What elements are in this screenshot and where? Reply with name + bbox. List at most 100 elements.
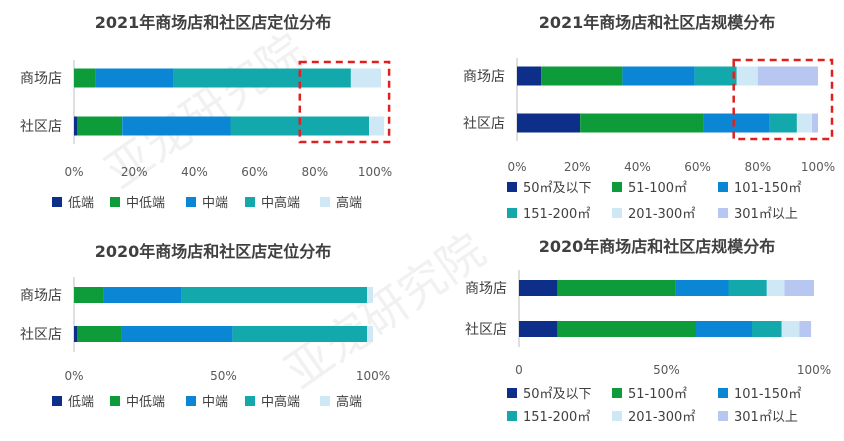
bar-segment [369, 116, 385, 136]
legend-swatch [507, 411, 517, 421]
bar-segment [728, 280, 767, 296]
bar-segment [95, 68, 174, 88]
x-tick-label: 0% [64, 369, 83, 383]
legend-label: 101-150㎡ [734, 181, 801, 196]
bar-segment [675, 280, 729, 296]
chart-title: 2021年商场店和社区店规模分布 [539, 13, 776, 32]
x-tick-label: 40% [181, 165, 208, 179]
bar-segment [703, 113, 770, 133]
category-label: 社区店 [465, 322, 507, 338]
x-tick-label: 60% [241, 165, 268, 179]
legend-label: 51-100㎡ [628, 387, 687, 402]
legend-label: 中端 [202, 395, 228, 410]
bar-segment [812, 113, 818, 133]
bar-segment [557, 280, 676, 296]
bar-segment [74, 116, 77, 136]
legend-swatch [507, 182, 517, 192]
legend-swatch [612, 411, 622, 421]
legend-swatch [186, 396, 196, 406]
legend-label: 51-100㎡ [628, 181, 687, 196]
legend-label: 50㎡及以下 [523, 181, 592, 196]
bar-segment [541, 66, 623, 86]
x-tick-label: 20% [564, 160, 591, 174]
bar-segment [74, 287, 104, 303]
bar-segment [230, 116, 369, 136]
bar-segment [517, 66, 542, 86]
x-tick-label: 0% [64, 165, 83, 179]
chart-title: 2020年商场店和社区店定位分布 [95, 242, 332, 261]
legend-label: 高端 [336, 394, 362, 410]
x-tick-label: 50% [653, 363, 680, 377]
x-tick-label: 20% [121, 165, 148, 179]
bar-segment [769, 113, 797, 133]
bar-segment [517, 113, 581, 133]
legend-swatch [612, 208, 622, 218]
bar-segment [74, 68, 96, 88]
chart-title: 2020年商场店和社区店规模分布 [539, 237, 776, 256]
bar-segment [580, 113, 704, 133]
category-label: 社区店 [20, 327, 62, 343]
bar-segment [367, 287, 373, 303]
legend-label: 301㎡以上 [734, 207, 798, 222]
legend-swatch [52, 396, 62, 406]
legend-label: 50㎡及以下 [523, 387, 592, 402]
category-label: 社区店 [20, 119, 62, 135]
bar-segment [784, 280, 814, 296]
legend-swatch [718, 208, 728, 218]
bar-segment [622, 66, 695, 86]
legend-label: 中高端 [261, 394, 300, 410]
bar-segment [799, 321, 812, 337]
legend-swatch [245, 396, 255, 406]
bar-segment [77, 326, 122, 342]
bar-segment [766, 280, 785, 296]
legend-label: 201-300㎡ [628, 410, 695, 425]
legend-swatch [612, 388, 622, 398]
legend-label: 中低端 [126, 395, 165, 410]
x-tick-label: 80% [744, 160, 771, 174]
legend-swatch [186, 197, 196, 207]
legend-label: 高端 [336, 195, 362, 211]
x-tick-label: 60% [684, 160, 711, 174]
category-label: 社区店 [463, 116, 505, 132]
legend-swatch [245, 197, 255, 207]
legend-label: 中端 [202, 196, 228, 211]
x-tick-label: 40% [624, 160, 651, 174]
legend-swatch [507, 388, 517, 398]
legend-label: 151-200㎡ [523, 410, 590, 425]
bar-segment [77, 116, 123, 136]
bar-segment [752, 321, 782, 337]
legend-label: 201-300㎡ [628, 207, 695, 222]
bar-segment [173, 68, 351, 88]
legend-swatch [52, 197, 62, 207]
legend-label: 101-150㎡ [734, 387, 801, 402]
x-tick-label: 0 [515, 363, 523, 377]
legend-swatch [507, 208, 517, 218]
bar-segment [232, 326, 367, 342]
bar-segment [694, 66, 737, 86]
legend-swatch [612, 182, 622, 192]
legend-label: 151-200㎡ [523, 207, 590, 222]
highlight-box [732, 58, 834, 141]
chart-title: 2021年商场店和社区店定位分布 [95, 13, 332, 32]
legend-label: 低端 [68, 395, 94, 410]
legend-swatch [718, 388, 728, 398]
bar-segment [781, 321, 800, 337]
bar-segment [121, 326, 233, 342]
x-tick-label: 80% [301, 165, 328, 179]
bar-segment [103, 287, 182, 303]
bar-segment [122, 116, 231, 136]
bar-segment [757, 66, 818, 86]
bar-segment [519, 280, 558, 296]
x-tick-label: 100% [358, 165, 392, 179]
x-tick-label: 50% [210, 369, 237, 383]
x-tick-label: 100% [356, 369, 390, 383]
x-tick-label: 100% [797, 363, 831, 377]
bar-segment [736, 66, 758, 86]
bar-segment [519, 321, 558, 337]
x-tick-label: 100% [801, 160, 835, 174]
bar-segment [796, 113, 812, 133]
category-label: 商场店 [463, 69, 505, 85]
legend-label: 中高端 [261, 195, 300, 211]
legend-swatch [110, 396, 120, 406]
